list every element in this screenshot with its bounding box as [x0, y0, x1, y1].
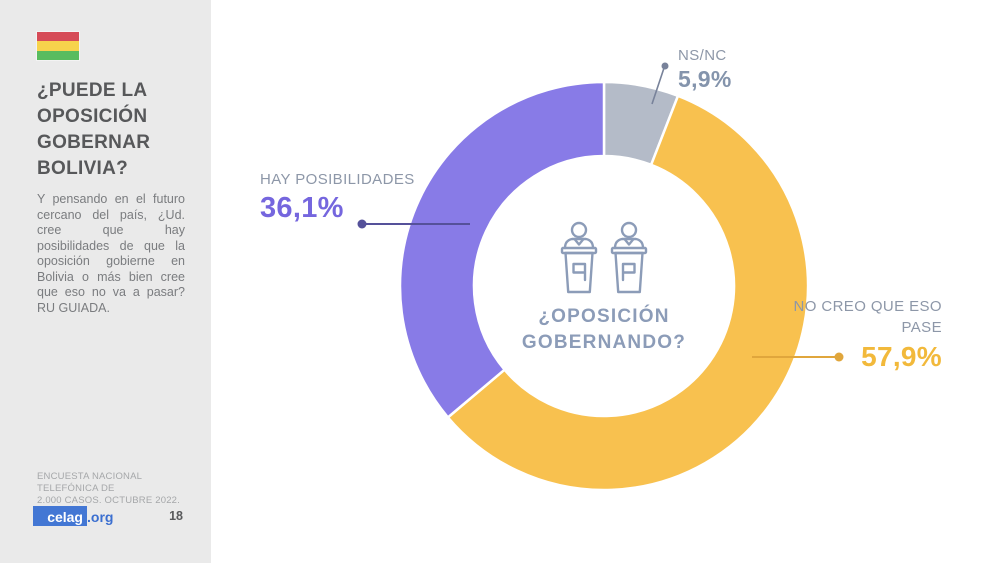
survey-note-line1: ENCUESTA NACIONAL TELEFÓNICA DE	[37, 471, 142, 494]
label-ns-nc: NS/NC 5,9%	[678, 46, 732, 92]
celag-org-suffix[interactable]: .org	[87, 509, 114, 525]
flag-stripe-yellow	[37, 41, 79, 51]
label-hay-value: 36,1%	[260, 192, 344, 224]
label-hay-text: HAY POSIBILIDADES	[260, 171, 415, 188]
center-question-line2: GOBERNANDO?	[521, 332, 687, 353]
label-no-creo: NO CREO QUE ESO PASE 57,9%	[780, 296, 942, 373]
page-number: 18	[169, 509, 183, 523]
flag-stripe-green	[37, 50, 79, 60]
flag-stripe-red	[37, 32, 79, 42]
survey-note-line2: 2.000 CASOS. OCTUBRE 2022.	[37, 495, 181, 506]
donut-center-question: ¿OPOSICIÓN GOBERNANDO?	[504, 304, 704, 356]
label-ns-nc-text: NS/NC	[678, 47, 727, 64]
celag-logo[interactable]: celag	[33, 506, 87, 526]
label-no-creo-text: NO CREO QUE ESO PASE	[793, 298, 942, 336]
center-question-line1: ¿OPOSICIÓN	[538, 306, 670, 327]
slide-title: ¿PUEDE LA OPOSICIÓN GOBERNAR BOLIVIA?	[37, 80, 151, 179]
donut-slice-hay-posibilidades	[398, 80, 606, 419]
survey-methodology-note: ENCUESTA NACIONAL TELEFÓNICA DE 2.000 CA…	[37, 471, 187, 507]
label-hay-posibilidades: HAY POSIBILIDADES 36,1%	[260, 169, 422, 225]
survey-question-text: Y pensando en el futuro cercano del país…	[37, 192, 185, 315]
donut-slice-no-creo	[446, 94, 810, 492]
footer-brand-row: celag .org 18	[33, 506, 183, 526]
label-no-creo-value: 57,9%	[861, 341, 942, 372]
debate-podiums-icon	[560, 221, 648, 294]
bolivia-flag-icon	[37, 32, 79, 60]
sidebar: ¿PUEDE LA OPOSICIÓN GOBERNAR BOLIVIA? Y …	[0, 0, 211, 563]
label-ns-nc-value: 5,9%	[678, 66, 732, 92]
